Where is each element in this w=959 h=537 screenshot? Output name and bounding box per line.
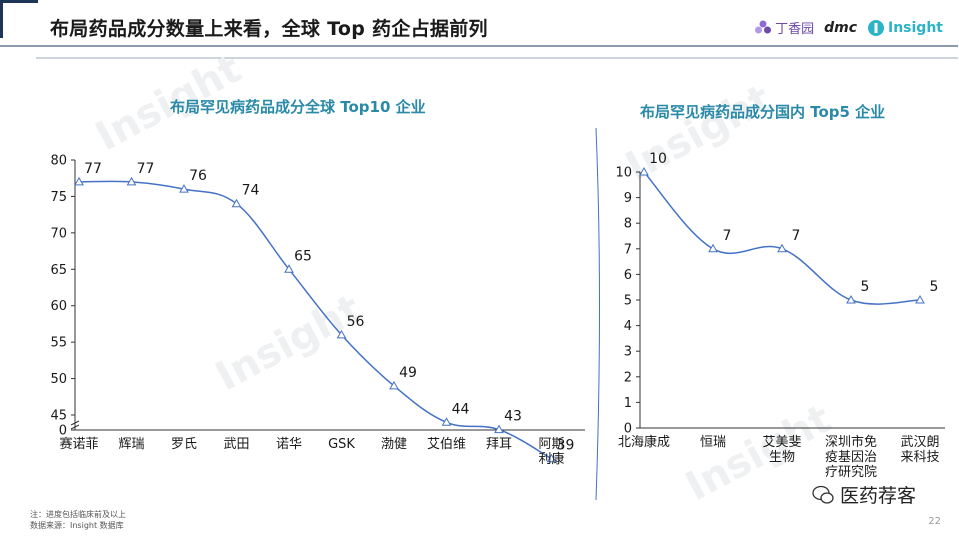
data-label: 56 [347,314,365,330]
y-tick-label: 3 [624,345,632,360]
x-tick-label: 罗氏 [171,437,197,452]
x-tick-label: 拜耳 [486,437,512,452]
y-tick-label: 7 [624,242,632,257]
y-tick-label: 50 [50,372,67,387]
data-point-marker [441,417,452,426]
x-tick-label: 艾美斐生物 [762,435,801,465]
x-tick-label: 武汉朗来科技 [900,435,939,465]
data-label: 5 [861,279,870,295]
data-point-marker [284,264,294,273]
y-tick-label: 8 [624,217,632,232]
page-title: 布局药品成分数量上来看，全球 Top 药企占据前列 [50,18,488,40]
y-tick-label: 0 [624,422,632,437]
chart-title-global: 布局罕见病药品成分全球 Top10 企业 [170,98,426,116]
data-label: 74 [242,183,260,199]
y-tick-label: 80 [50,154,67,169]
insight-logo-text: Insight [888,19,943,36]
data-point-marker [389,380,399,390]
dmc-logo: dmc [824,19,857,36]
dxy-logo-text: 丁香园 [775,22,815,37]
flower-icon [755,20,772,33]
data-point-marker [846,294,856,304]
data-point-marker [639,166,649,176]
y-tick-label: 10 [615,166,632,181]
title-bar [0,0,959,60]
dxy-logo: 丁香园 [754,18,814,37]
y-tick-label: 45 [50,409,67,424]
page-number: 22 [928,516,941,527]
y-tick-label: 4 [624,319,632,334]
x-tick-label: 北海康成 [618,434,670,450]
footnote-source: 数据来源：Insight 数据库 [30,521,124,530]
data-point-marker [708,243,718,253]
wechat-name: 医药荐客 [840,485,917,507]
x-tick-label: GSK [328,437,355,452]
data-label: 5 [930,279,939,295]
y-tick-label: 2 [624,370,632,385]
data-point-marker [179,184,189,193]
y-tick-label: 70 [50,226,67,241]
x-tick-label: 赛诺菲 [59,436,98,452]
x-tick-label: 武田 [223,437,249,452]
data-label: 7 [723,228,732,244]
chart-title-domestic: 布局罕见病药品成分国内 Top5 企业 [640,103,886,121]
y-tick-label: 65 [50,263,67,278]
y-tick-label: 1 [624,396,632,411]
axis-break-mark [70,420,80,430]
x-tick-label: 艾伯维 [427,437,466,452]
x-tick-label: 渤健 [381,436,407,452]
data-point-marker [915,294,925,304]
domestic-top5-chart: 0 1 2 3 4 5 6 7 8 9 10 10 北海康成 7 恒瑞 7 艾美斐生物 5 深圳市免疫基因治疗研究院… [615,151,945,480]
data-point-marker [777,243,787,253]
footnote-progress: 注：进度包括临床前及以上 [30,510,126,519]
insight-logo: Insight [867,19,943,37]
data-label: 43 [504,409,522,425]
data-label: 49 [399,365,417,381]
wechat-badge: 医药荐客 [812,481,916,508]
data-point-marker [74,176,84,186]
data-label: 76 [189,168,207,184]
y-tick-label: 9 [624,191,632,206]
data-point-marker [231,198,242,208]
data-point-marker [546,453,557,463]
insight-icon [868,19,884,36]
x-tick-label: 阿斯利康 [538,437,564,467]
x-tick-label: 辉瑞 [118,437,144,452]
x-tick-label: 恒瑞 [700,435,726,450]
data-point-marker [126,176,137,186]
y-tick-label: 5 [624,294,632,309]
y-tick-label: 60 [50,299,67,314]
x-tick-label: 深圳市免疫基因治疗研究院 [825,434,877,480]
x-tick-label: 诺华 [276,437,302,452]
data-label: 65 [294,248,312,264]
y-tick-label: 75 [50,190,67,205]
data-label: 7 [792,228,801,244]
wechat-icon [812,485,834,504]
data-label: 10 [649,151,667,167]
title-bar-decoration [0,0,958,59]
y-tick-label: 55 [50,336,67,351]
series-line [78,180,552,460]
data-point-marker [336,329,347,339]
logo-row: 丁香园 dmc Insight [754,18,943,37]
data-label: 77 [137,161,155,177]
y-tick-label: 6 [624,268,632,283]
data-label: 39 [557,438,575,454]
data-point-marker [494,424,504,434]
global-top10-chart: 045 50 55 60 65 70 75 80 77 赛诺菲 77 辉瑞 76 罗氏 74 武田 65 诺华 56… [50,154,585,467]
data-label: 77 [84,161,102,177]
data-label: 44 [452,401,470,417]
y-tick-label: 0 [59,424,67,439]
